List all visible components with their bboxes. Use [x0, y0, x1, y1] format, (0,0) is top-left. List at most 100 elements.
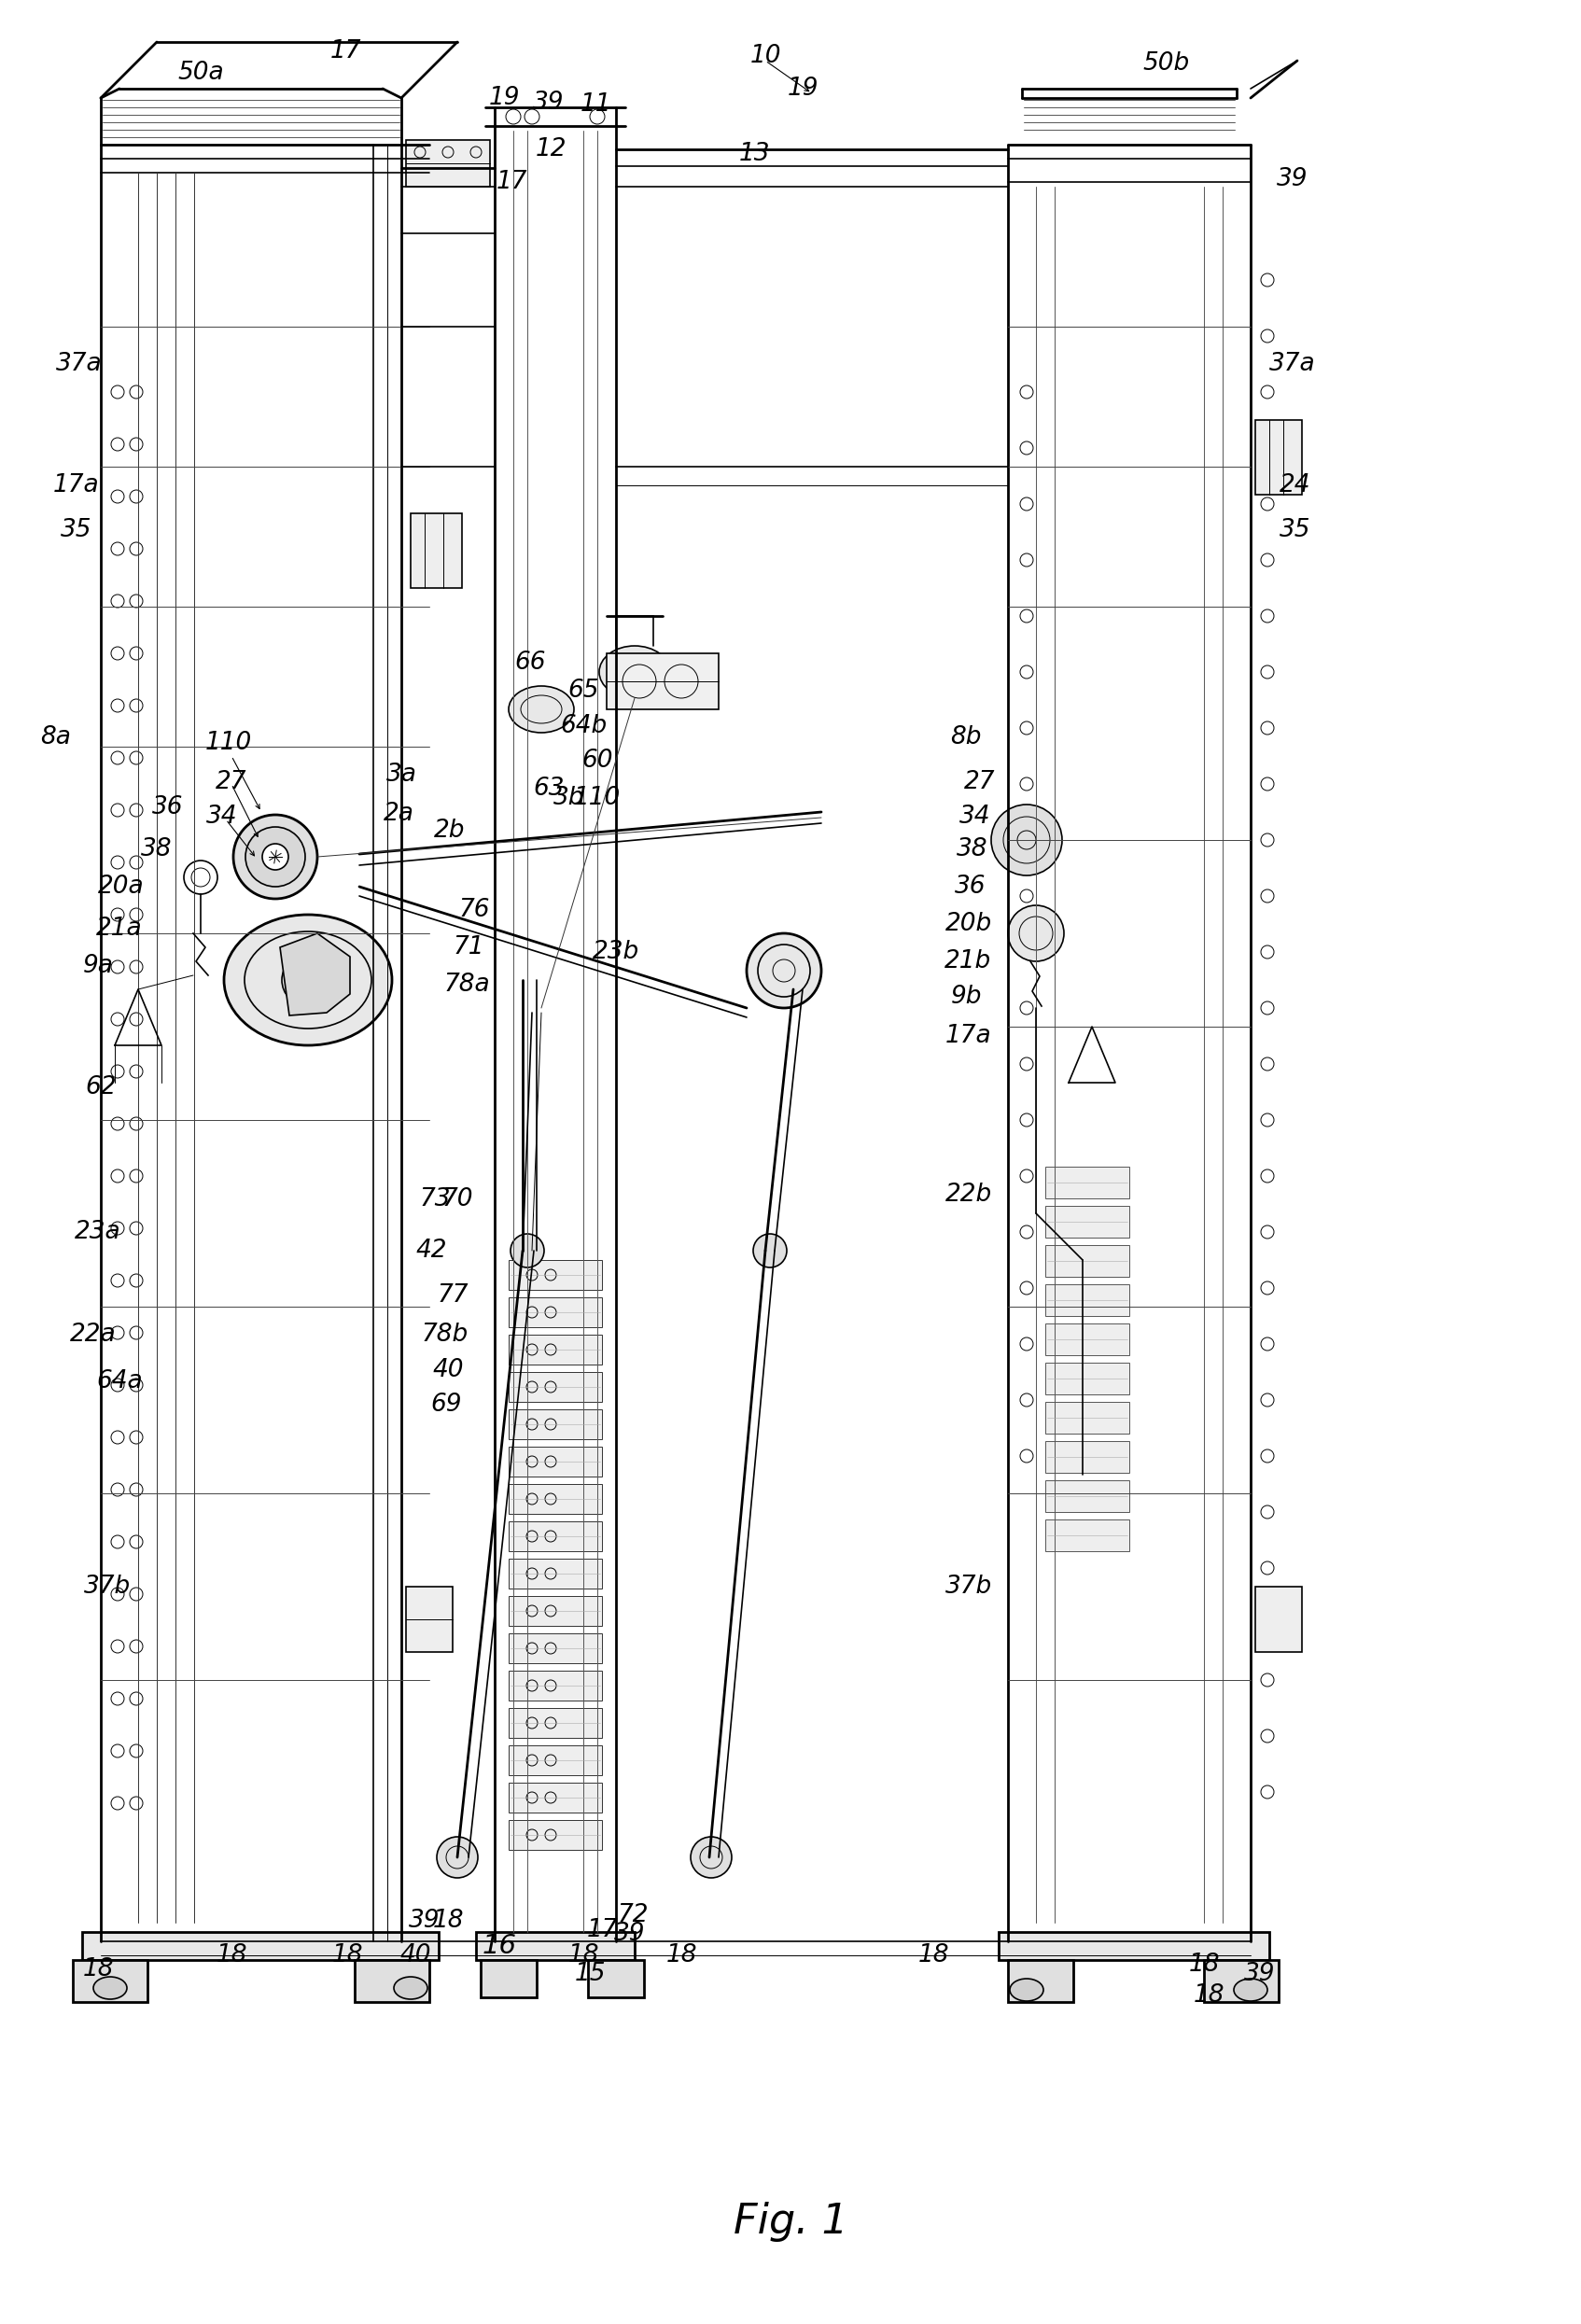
Ellipse shape: [262, 844, 288, 869]
Bar: [1045, 1401, 1129, 1434]
Text: 40: 40: [400, 1943, 432, 1968]
Text: 18: 18: [332, 1943, 362, 1968]
Ellipse shape: [599, 646, 670, 697]
Text: 37b: 37b: [84, 1576, 131, 1599]
Text: 10: 10: [749, 44, 781, 67]
Text: 18: 18: [1194, 1982, 1224, 2008]
Text: 64b: 64b: [560, 713, 607, 739]
Text: 8a: 8a: [41, 725, 71, 748]
Text: 17: 17: [587, 1917, 618, 1943]
Text: 76: 76: [458, 897, 490, 923]
Bar: [1045, 1167, 1129, 1199]
Text: 15: 15: [574, 1961, 606, 1987]
Text: 18: 18: [917, 1943, 949, 1968]
Bar: [1009, 1959, 1073, 2001]
Text: 71: 71: [452, 934, 484, 960]
Text: 21a: 21a: [96, 916, 142, 941]
Bar: [509, 1634, 602, 1664]
Text: 77: 77: [436, 1283, 468, 1308]
Bar: [509, 1783, 602, 1813]
Text: 9b: 9b: [952, 985, 982, 1009]
Text: 63: 63: [533, 776, 564, 802]
Text: 18: 18: [432, 1908, 463, 1934]
Text: 17a: 17a: [54, 474, 100, 497]
Text: 8b: 8b: [950, 725, 982, 748]
Text: 13: 13: [738, 142, 770, 165]
Text: 37a: 37a: [57, 351, 103, 376]
Bar: [1205, 1959, 1279, 2001]
Bar: [1045, 1441, 1129, 1473]
Text: 39: 39: [533, 91, 564, 114]
Bar: [406, 139, 490, 186]
Bar: [509, 1671, 602, 1701]
Text: 22a: 22a: [70, 1322, 117, 1348]
Text: 18: 18: [82, 1957, 114, 1982]
Text: 11: 11: [580, 93, 612, 116]
Text: 40: 40: [432, 1357, 463, 1383]
Bar: [411, 514, 462, 588]
Bar: [509, 1559, 602, 1590]
Text: 19: 19: [787, 77, 819, 100]
Text: 50a: 50a: [177, 60, 225, 86]
Ellipse shape: [1010, 1978, 1043, 2001]
Text: 20b: 20b: [945, 911, 993, 937]
Text: 38: 38: [141, 837, 172, 862]
Text: 18: 18: [1189, 1952, 1219, 1978]
Ellipse shape: [394, 1978, 427, 1999]
Text: Fig. 1: Fig. 1: [734, 2201, 847, 2240]
Bar: [509, 1522, 602, 1550]
Text: 2a: 2a: [383, 802, 414, 825]
Text: 36: 36: [152, 795, 183, 820]
Bar: [509, 1745, 602, 1776]
Bar: [1045, 1246, 1129, 1276]
Bar: [1045, 1520, 1129, 1550]
Bar: [607, 653, 719, 709]
Text: 42: 42: [416, 1239, 447, 1262]
Text: 36: 36: [955, 874, 987, 899]
Text: 3a: 3a: [386, 762, 417, 788]
Bar: [509, 1485, 602, 1513]
Ellipse shape: [511, 1234, 544, 1267]
Ellipse shape: [1009, 906, 1064, 962]
Bar: [509, 1597, 602, 1627]
Text: 37b: 37b: [945, 1576, 993, 1599]
Ellipse shape: [245, 827, 305, 888]
Text: 62: 62: [85, 1076, 117, 1099]
Bar: [1045, 1480, 1129, 1513]
Text: 39: 39: [615, 1922, 645, 1945]
Bar: [509, 1708, 602, 1738]
Text: 65: 65: [568, 679, 599, 702]
Bar: [509, 1820, 602, 1850]
Text: 38: 38: [957, 837, 988, 862]
Text: 110: 110: [206, 730, 251, 755]
Bar: [588, 1959, 643, 1996]
Ellipse shape: [991, 804, 1062, 876]
Bar: [509, 1408, 602, 1439]
Text: 21b: 21b: [944, 948, 991, 974]
Text: 3b: 3b: [553, 786, 585, 811]
Text: 70: 70: [441, 1188, 473, 1211]
Text: 24: 24: [1279, 474, 1311, 497]
Text: 17: 17: [330, 40, 360, 63]
Bar: [406, 1587, 452, 1652]
Ellipse shape: [691, 1836, 732, 1878]
Bar: [1255, 421, 1301, 495]
Ellipse shape: [436, 1836, 477, 1878]
Text: 39: 39: [1244, 1961, 1276, 1987]
Bar: [73, 1959, 147, 2001]
Bar: [1045, 1206, 1129, 1239]
Ellipse shape: [234, 816, 318, 899]
Text: 16: 16: [482, 1934, 517, 1959]
Text: 60: 60: [582, 748, 613, 774]
Text: 34: 34: [207, 804, 237, 830]
Text: 18: 18: [666, 1943, 697, 1968]
Ellipse shape: [509, 686, 574, 732]
Text: 39: 39: [1277, 167, 1307, 191]
Text: 27: 27: [217, 769, 247, 795]
Text: 35: 35: [62, 518, 92, 541]
Text: 72: 72: [617, 1903, 648, 1927]
Text: 2b: 2b: [435, 818, 465, 844]
Text: 18: 18: [217, 1943, 247, 1968]
Text: 27: 27: [964, 769, 996, 795]
Ellipse shape: [1233, 1978, 1268, 2001]
